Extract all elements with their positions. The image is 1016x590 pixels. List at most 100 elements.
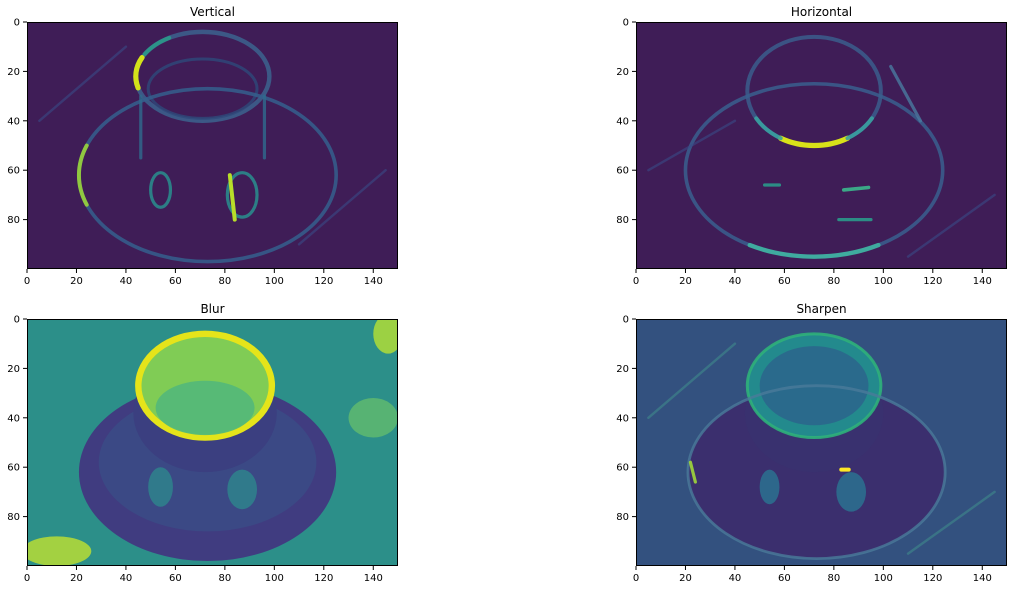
x-tick-label: 100 — [874, 573, 893, 584]
image-area — [636, 22, 1007, 269]
image-feature-9 — [688, 460, 697, 484]
panel-sharpen: Sharpen 0 20 40 60 80 100 120 140 0 20 40 60 80 — [616, 302, 1007, 584]
y-tick-label: 0 — [14, 315, 20, 326]
x-tick-label: 100 — [265, 276, 284, 287]
image-feature-8 — [27, 536, 92, 566]
x-tick-label: 120 — [923, 276, 942, 287]
x-tick-label: 80 — [218, 276, 231, 287]
x-tick-label: 80 — [827, 276, 840, 287]
image-area — [27, 22, 398, 269]
image-feature-6 — [759, 469, 780, 505]
image-feature-3 — [146, 57, 259, 120]
x-tick-label: 80 — [827, 573, 840, 584]
y-tick-label: 20 — [7, 67, 20, 78]
image-feature-9 — [225, 171, 259, 219]
x-tick-label: 140 — [973, 276, 992, 287]
y-tick-label: 60 — [616, 166, 629, 177]
image-feature-9 — [373, 319, 398, 354]
axes-frame — [636, 22, 1007, 269]
x-tick-label: 20 — [679, 276, 692, 287]
panel-horizontal: Horizontal 0 20 40 60 80 100 120 140 0 20 40 60 80 — [616, 5, 1007, 287]
y-tick-label: 60 — [7, 166, 20, 177]
panel-blur: Blur 0 20 40 60 80 100 120 140 0 20 40 60 80 — [7, 302, 398, 584]
image-feature-11 — [906, 490, 996, 555]
image-feature-2 — [142, 35, 172, 57]
image-feature-1 — [133, 54, 145, 91]
x-tick-label: 140 — [973, 573, 992, 584]
image-background — [27, 22, 398, 269]
x-tick-label: 0 — [633, 276, 639, 287]
x-tick-label: 20 — [679, 573, 692, 584]
x-tick-label: 40 — [729, 276, 742, 287]
image-feature-5 — [686, 384, 947, 560]
image-feature-11 — [906, 193, 996, 258]
x-tick-label: 40 — [729, 573, 742, 584]
image-feature-5 — [76, 143, 89, 207]
y-tick-label: 0 — [623, 18, 629, 29]
y-tick-label: 40 — [7, 116, 20, 127]
x-tick-label: 20 — [70, 276, 83, 287]
x-tick-label: 120 — [923, 573, 942, 584]
image-feature-3 — [754, 116, 783, 141]
x-tick-label: 60 — [169, 276, 182, 287]
image-feature-10 — [227, 173, 237, 222]
image-feature-2 — [845, 116, 874, 141]
image-feature-10 — [647, 119, 737, 172]
image-feature-6 — [889, 64, 923, 123]
image-feature-8 — [841, 185, 871, 192]
image-feature-4 — [745, 332, 883, 440]
x-tick-label: 100 — [874, 276, 893, 287]
x-tick-label: 0 — [633, 573, 639, 584]
axes-frame — [636, 319, 1007, 566]
y-tick-label: 20 — [616, 67, 629, 78]
image-feature-6 — [148, 467, 173, 507]
panel-vertical: Vertical 0 20 40 60 80 100 120 140 0 20 40 60 80 — [7, 5, 398, 287]
x-tick-label: 0 — [24, 276, 30, 287]
axes-frame — [27, 319, 398, 566]
image-area — [27, 319, 398, 566]
x-tick-label: 60 — [778, 276, 791, 287]
y-tick-label: 80 — [616, 512, 629, 523]
y-tick-label: 40 — [616, 413, 629, 424]
y-tick-label: 40 — [616, 116, 629, 127]
y-tick-label: 0 — [14, 18, 20, 29]
y-tick-label: 40 — [7, 413, 20, 424]
image-feature-7 — [836, 472, 867, 512]
image-feature-4 — [135, 330, 276, 441]
image-feature-8 — [149, 171, 173, 209]
axes-frame — [27, 22, 398, 269]
image-feature-11 — [38, 45, 128, 123]
image-feature-10 — [348, 398, 398, 438]
x-tick-label: 140 — [364, 276, 383, 287]
panel-title: Sharpen — [796, 302, 846, 316]
image-feature-12 — [297, 168, 387, 246]
x-tick-label: 60 — [169, 573, 182, 584]
x-tick-label: 40 — [120, 276, 133, 287]
image-feature-10 — [647, 342, 737, 419]
x-tick-label: 40 — [120, 573, 133, 584]
image-area — [636, 319, 1007, 566]
image-feature-7 — [227, 469, 258, 510]
x-tick-label: 100 — [265, 573, 284, 584]
y-tick-label: 60 — [616, 463, 629, 474]
panel-title: Vertical — [190, 5, 235, 19]
image-feature-5 — [155, 380, 255, 436]
x-tick-label: 120 — [314, 573, 333, 584]
y-tick-label: 20 — [7, 364, 20, 375]
y-tick-label: 80 — [7, 512, 20, 523]
y-tick-label: 60 — [7, 463, 20, 474]
image-feature-5 — [747, 242, 881, 259]
x-tick-label: 80 — [218, 573, 231, 584]
panel-title: Horizontal — [791, 5, 852, 19]
x-tick-label: 0 — [24, 573, 30, 584]
x-tick-label: 120 — [314, 276, 333, 287]
panel-title: Blur — [200, 302, 224, 316]
y-tick-label: 20 — [616, 364, 629, 375]
y-tick-label: 80 — [616, 215, 629, 226]
y-tick-label: 80 — [7, 215, 20, 226]
x-tick-label: 60 — [778, 573, 791, 584]
x-tick-label: 140 — [364, 573, 383, 584]
y-tick-label: 0 — [623, 315, 629, 326]
image-feature-1 — [778, 135, 851, 149]
